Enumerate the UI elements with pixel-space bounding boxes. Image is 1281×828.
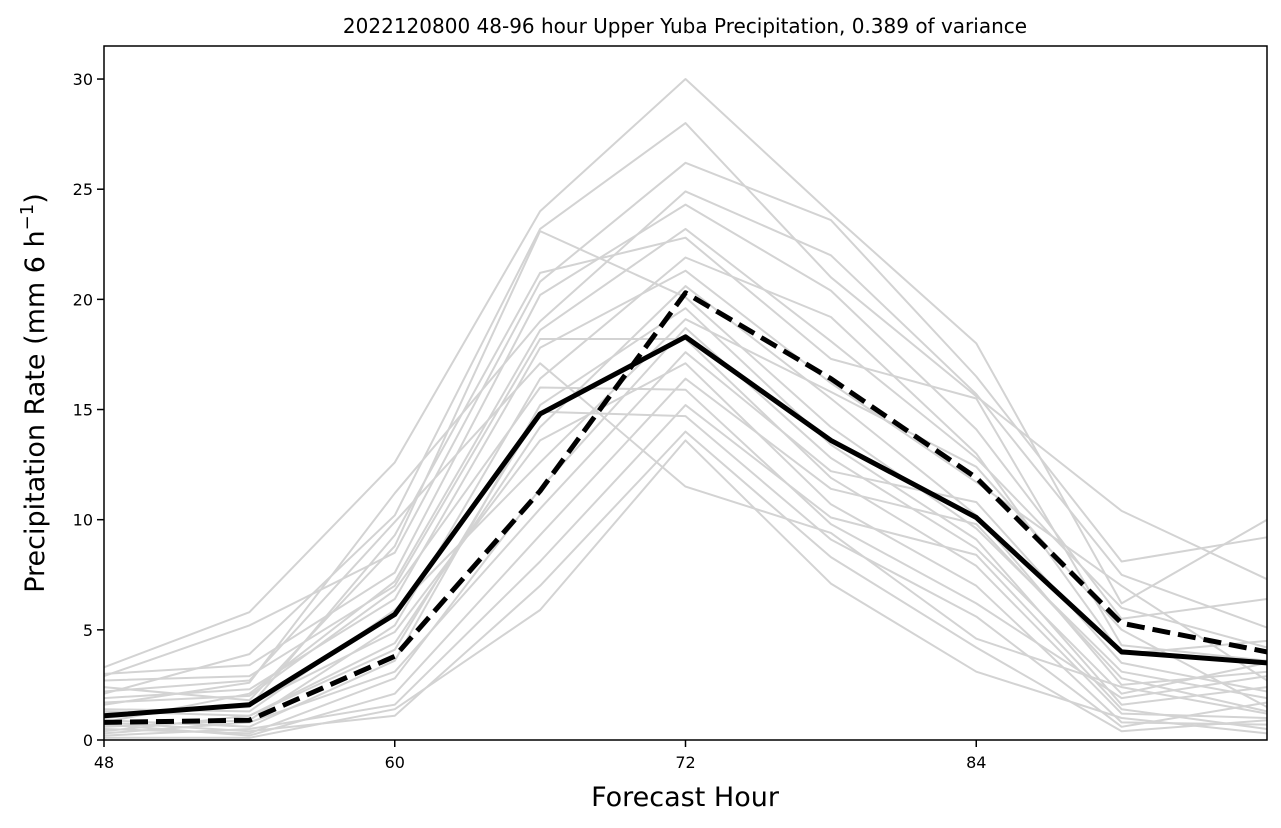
y-tick-label: 25: [73, 180, 93, 199]
ensemble-line-8: [103, 256, 1268, 728]
dashed-series-line: [103, 290, 1268, 725]
ensemble-line-2: [103, 122, 1268, 695]
ensemble-line-17: [103, 362, 1268, 726]
ensemble-line-5: [103, 203, 1268, 675]
ensemble-line-10: [103, 285, 1268, 733]
ensemble-line-4: [103, 190, 1268, 706]
y-tick-label: 30: [73, 70, 93, 89]
ensemble-line-9: [103, 269, 1268, 700]
x-axis: 48 60 72 84: [94, 740, 986, 772]
x-tick-label: 84: [966, 753, 986, 772]
y-axis-label-superscript: −1: [17, 204, 38, 231]
ensemble-line-6: [103, 227, 1268, 724]
ensemble-line-1: [103, 78, 1268, 669]
y-tick-label: 20: [73, 290, 93, 309]
x-tick-label: 60: [385, 753, 405, 772]
ensemble-line-21: [103, 410, 1268, 728]
y-axis: 0 5 10 15 20 25 30: [73, 70, 104, 750]
ensemble-line-23: [104, 439, 1268, 739]
y-tick-label: 0: [83, 731, 93, 750]
x-axis-label: Forecast Hour: [591, 782, 780, 813]
ensemble-line-20: [103, 404, 1268, 737]
y-tick-label: 10: [73, 511, 93, 530]
y-axis-label-close: ): [20, 193, 51, 204]
ensemble-line-14: [103, 327, 1268, 735]
y-tick-label: 5: [83, 621, 93, 640]
y-axis-label: Precipitation Rate (mm 6 h−1): [17, 193, 51, 593]
solid-series-line: [103, 334, 1268, 719]
x-tick-label: 48: [94, 753, 114, 772]
ensemble-line-24: [103, 362, 1268, 715]
y-axis-label-main: Precipitation Rate (mm 6 h: [20, 230, 51, 592]
highlight-series: [103, 290, 1268, 725]
ensemble-line-11: [103, 230, 1268, 702]
ensemble-line-19: [103, 386, 1268, 704]
chart-title: 2022120800 48-96 hour Upper Yuba Precipi…: [343, 14, 1027, 38]
x-tick-label: 72: [675, 753, 695, 772]
ensemble-line-3: [103, 161, 1268, 678]
y-tick-label: 15: [73, 401, 93, 420]
